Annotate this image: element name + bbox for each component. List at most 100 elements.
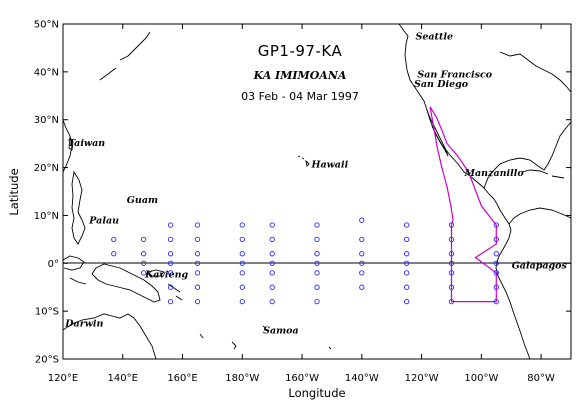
station-marker [239, 284, 245, 290]
station-marker [194, 222, 201, 228]
station-marker [359, 270, 365, 276]
x-tick-label: 160°E [167, 373, 197, 384]
station-marker [111, 251, 117, 257]
station-marker [111, 236, 117, 243]
asia-coastline [62, 119, 73, 173]
station-marker [269, 251, 275, 257]
station-marker [314, 284, 320, 290]
y-tick-label: 20°N [34, 163, 59, 174]
cruise-id-title: GP1-97-KA [258, 42, 343, 60]
new-britain-coastline [147, 269, 165, 277]
place-label-kavieng: Kavieng [144, 270, 188, 281]
x-tick-label: 160°W [285, 373, 319, 384]
station-marker [448, 298, 455, 305]
new-guinea-coastline [91, 263, 161, 303]
place-label-manzanillo: Manzanillo [464, 168, 525, 179]
station-marker [403, 270, 410, 276]
y-tick-label: 20°S [35, 355, 59, 366]
station-marker [493, 251, 499, 257]
station-marker [269, 222, 275, 228]
gulf-of-mexico-coastline [483, 121, 572, 189]
station-marker [239, 251, 245, 257]
station-marker [493, 236, 499, 243]
place-label-hawaii: Hawaii [311, 160, 349, 171]
y-tick-label: 0° [48, 259, 59, 270]
station-marker [314, 222, 320, 228]
station-marker [359, 217, 365, 223]
plot-frame [62, 23, 572, 360]
x-tick-label: 180°W [225, 373, 259, 384]
x-tick-label: 140°W [345, 373, 379, 384]
station-marker [448, 260, 455, 266]
station-marker [269, 270, 275, 276]
station-marker [167, 251, 174, 257]
station-marker [448, 270, 455, 276]
station-marker [194, 251, 201, 257]
x-axis-title: Longitude [288, 386, 345, 400]
great-lakes-outline [499, 51, 572, 93]
x-tick-label: 120°W [405, 373, 439, 384]
solomon-islands [167, 283, 183, 301]
station-marker [359, 260, 365, 266]
x-tick-label: 120°E [48, 373, 78, 384]
north-america-coastline [398, 23, 531, 360]
south-america-coastline [508, 207, 572, 225]
place-label-taiwan: Taiwan [68, 138, 105, 149]
place-label-san-francisco: San Francisco [417, 69, 492, 80]
y-axis-title: Latitude [7, 168, 21, 215]
y-tick-label: 10°N [34, 211, 59, 222]
station-marker [167, 270, 174, 276]
station-marker [403, 260, 410, 266]
station-marker [239, 298, 245, 305]
station-marker [167, 284, 174, 290]
y-tick-label: 50°N [34, 20, 59, 31]
station-marker [141, 270, 147, 276]
station-marker [239, 270, 245, 276]
station-marker [269, 284, 275, 290]
place-label-galapagos: Galapagos [512, 261, 568, 272]
station-marker [239, 260, 245, 266]
station-marker [448, 222, 455, 228]
hawaii-islands [297, 155, 310, 167]
station-marker [314, 270, 320, 276]
australia-coastline [62, 313, 157, 360]
taiwan-coastline [68, 136, 74, 151]
place-label-san-diego: San Diego [414, 79, 469, 90]
y-tick-label: 10°S [35, 307, 59, 318]
station-marker [194, 270, 201, 276]
station-marker [359, 236, 365, 243]
indonesia-islands [62, 255, 87, 285]
ship-track [429, 106, 497, 303]
station-marker [359, 284, 365, 290]
caribbean-islands [521, 169, 565, 179]
station-marker [493, 222, 499, 228]
ticks-layer: 120°E 140°E 160°E 180°W 160°W 140°W 120°W 100°W… [34, 20, 571, 384]
stations-layer [111, 217, 499, 305]
place-label-guam: Guam [127, 195, 158, 206]
station-marker [194, 236, 201, 243]
japan-coastline [99, 31, 151, 81]
coastlines [62, 23, 572, 360]
station-marker [239, 236, 245, 243]
place-label-darwin: Darwin [64, 319, 103, 330]
station-marker [493, 260, 499, 266]
x-tick-label: 100°W [464, 373, 498, 384]
station-marker [448, 284, 455, 290]
station-marker [194, 260, 201, 266]
station-marker [239, 222, 245, 228]
cruise-dates: 03 Feb - 04 Mar 1997 [241, 90, 359, 103]
y-tick-label: 30°N [34, 115, 59, 126]
place-label-palau: Palau [88, 215, 119, 226]
station-marker [448, 236, 455, 243]
station-marker [314, 236, 320, 243]
station-marker [314, 298, 320, 305]
station-marker [448, 251, 455, 257]
station-marker [314, 251, 320, 257]
station-marker [167, 222, 174, 228]
station-marker [194, 284, 201, 290]
station-marker [493, 284, 499, 290]
station-marker [194, 298, 201, 305]
station-marker [493, 298, 499, 305]
